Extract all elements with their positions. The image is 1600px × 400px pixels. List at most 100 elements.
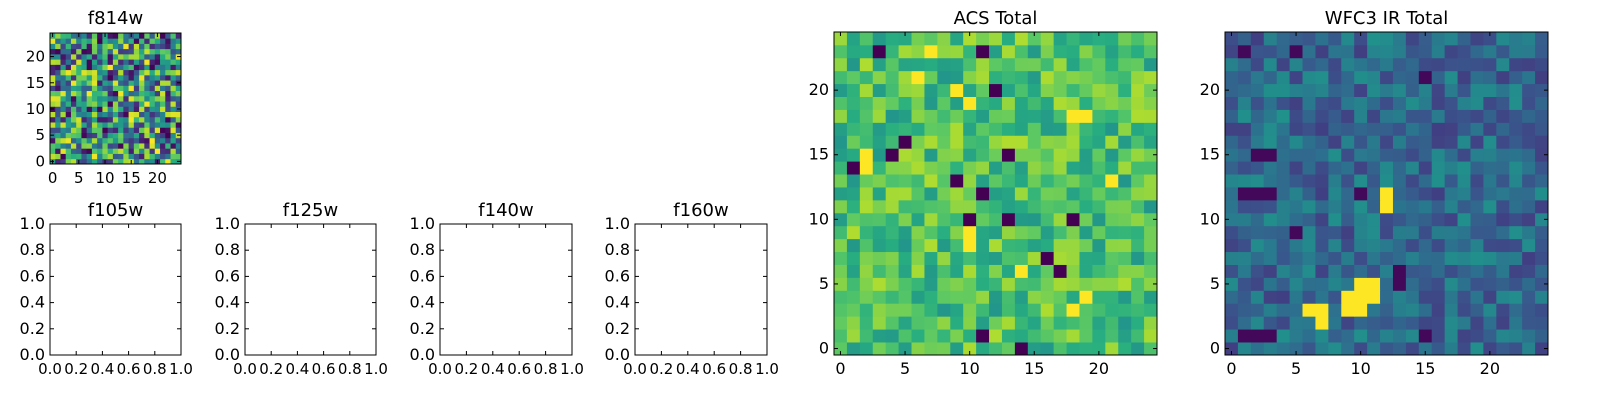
heatmap-cell xyxy=(139,74,145,81)
heatmap-cell xyxy=(139,80,145,86)
heatmap-cell xyxy=(1079,187,1093,201)
heatmap-cell xyxy=(76,143,82,149)
heatmap-cell xyxy=(1302,238,1316,253)
heatmap-cell xyxy=(107,106,114,112)
heatmap-cell xyxy=(1144,96,1158,110)
heatmap-cell xyxy=(149,64,156,71)
heatmap-cell xyxy=(86,38,93,44)
heatmap-cell xyxy=(128,48,135,55)
heatmap-cell xyxy=(1131,70,1145,85)
heatmap-cell xyxy=(1237,251,1252,265)
heatmap-cell xyxy=(1066,316,1080,330)
heatmap-cell xyxy=(859,70,874,85)
heatmap-cell xyxy=(70,137,77,144)
heatmap-cell xyxy=(911,96,925,110)
heatmap-cell xyxy=(1341,109,1355,123)
heatmap-cell xyxy=(924,44,938,59)
heatmap-cell xyxy=(65,74,72,81)
heatmap-cell xyxy=(846,303,861,317)
heatmap-cell xyxy=(1040,212,1055,227)
heatmap-cell xyxy=(1367,57,1381,72)
panel-title: f140w xyxy=(478,200,533,221)
heatmap-cell xyxy=(1418,96,1433,110)
heatmap-cell xyxy=(1066,342,1080,356)
heatmap-cell xyxy=(60,59,67,65)
heatmap-cell xyxy=(81,132,88,139)
heatmap-cell xyxy=(112,43,119,50)
heatmap-cell xyxy=(97,116,103,123)
x-tick-label: 0.6 xyxy=(312,360,336,378)
heatmap-cell xyxy=(1001,264,1016,278)
heatmap-cell xyxy=(1470,135,1484,149)
heatmap-cell xyxy=(872,187,887,201)
heatmap-cell xyxy=(154,59,161,65)
heatmap-cell xyxy=(165,85,171,92)
heatmap-cell xyxy=(1431,329,1446,343)
heatmap-cell xyxy=(834,199,848,214)
panel-f105w: f105w 0.0 0.2 0.4 0.6 0.8 1.00.00.20.40.60.81… xyxy=(20,200,193,378)
heatmap-cell xyxy=(950,96,964,110)
y-tick-label: 0.6 xyxy=(20,266,45,285)
heatmap-cell xyxy=(1328,161,1342,175)
heatmap-cell xyxy=(86,153,93,160)
heatmap-cell xyxy=(1380,44,1394,59)
heatmap-cell xyxy=(1276,135,1290,149)
heatmap-cell xyxy=(1276,303,1290,317)
heatmap-cell xyxy=(97,43,103,50)
heatmap-cell xyxy=(1263,174,1278,188)
heatmap-cell xyxy=(859,109,874,123)
x-tick-label: 20 xyxy=(1480,359,1500,378)
heatmap-cell xyxy=(872,212,887,227)
panel-title: f814w xyxy=(88,8,143,29)
heatmap-cell xyxy=(963,32,977,46)
y-tick-label: 5 xyxy=(1210,274,1220,293)
heatmap-cell xyxy=(872,264,887,278)
heatmap-cell xyxy=(1118,109,1132,123)
heatmap-cell xyxy=(160,116,166,123)
heatmap-cell xyxy=(1302,57,1316,72)
heatmap-cell xyxy=(91,127,98,133)
heatmap-cell xyxy=(1014,135,1029,149)
heatmap-cell xyxy=(1470,238,1484,253)
heatmap-cell xyxy=(898,303,912,317)
heatmap-cell xyxy=(898,342,912,356)
heatmap-cell xyxy=(144,69,150,76)
heatmap-cell xyxy=(91,53,98,60)
heatmap-cell xyxy=(898,329,912,343)
heatmap-cell xyxy=(1444,161,1458,175)
heatmap-cell xyxy=(86,64,93,71)
heatmap-cell xyxy=(898,161,912,175)
heatmap-cell xyxy=(154,53,161,60)
heatmap-cell xyxy=(1014,57,1029,72)
heatmap-cell xyxy=(1522,329,1536,343)
heatmap-cell xyxy=(1276,83,1290,97)
heatmap-cell xyxy=(1509,329,1523,343)
heatmap-cell xyxy=(911,83,925,97)
heatmap-cell xyxy=(1496,83,1510,97)
heatmap-cell xyxy=(1105,70,1119,85)
heatmap-cell xyxy=(1509,303,1523,317)
heatmap-cell xyxy=(1225,303,1239,317)
heatmap-cell xyxy=(1535,238,1549,253)
heatmap-cell xyxy=(1418,290,1433,304)
heatmap-cell xyxy=(118,80,124,86)
heatmap-cell xyxy=(81,59,88,65)
heatmap-cell xyxy=(133,69,140,76)
heatmap-cell xyxy=(1014,32,1029,46)
heatmap-cell xyxy=(1354,44,1368,59)
heatmap-cell xyxy=(1079,251,1093,265)
heatmap-cell xyxy=(989,290,1003,304)
heatmap-cell xyxy=(989,122,1003,136)
heatmap-cell xyxy=(133,80,140,86)
y-tick-label: 5 xyxy=(35,126,45,144)
heatmap-cell xyxy=(1118,57,1132,72)
heatmap-cell xyxy=(1263,57,1278,72)
heatmap-cell xyxy=(1418,32,1433,46)
heatmap-cell xyxy=(91,69,98,76)
heatmap-cell xyxy=(139,85,145,92)
heatmap-cell xyxy=(1328,122,1342,136)
heatmap-cell xyxy=(70,74,77,81)
heatmap-cell xyxy=(1053,225,1067,240)
heatmap-cell xyxy=(128,74,135,81)
heatmap-cell xyxy=(133,33,140,39)
